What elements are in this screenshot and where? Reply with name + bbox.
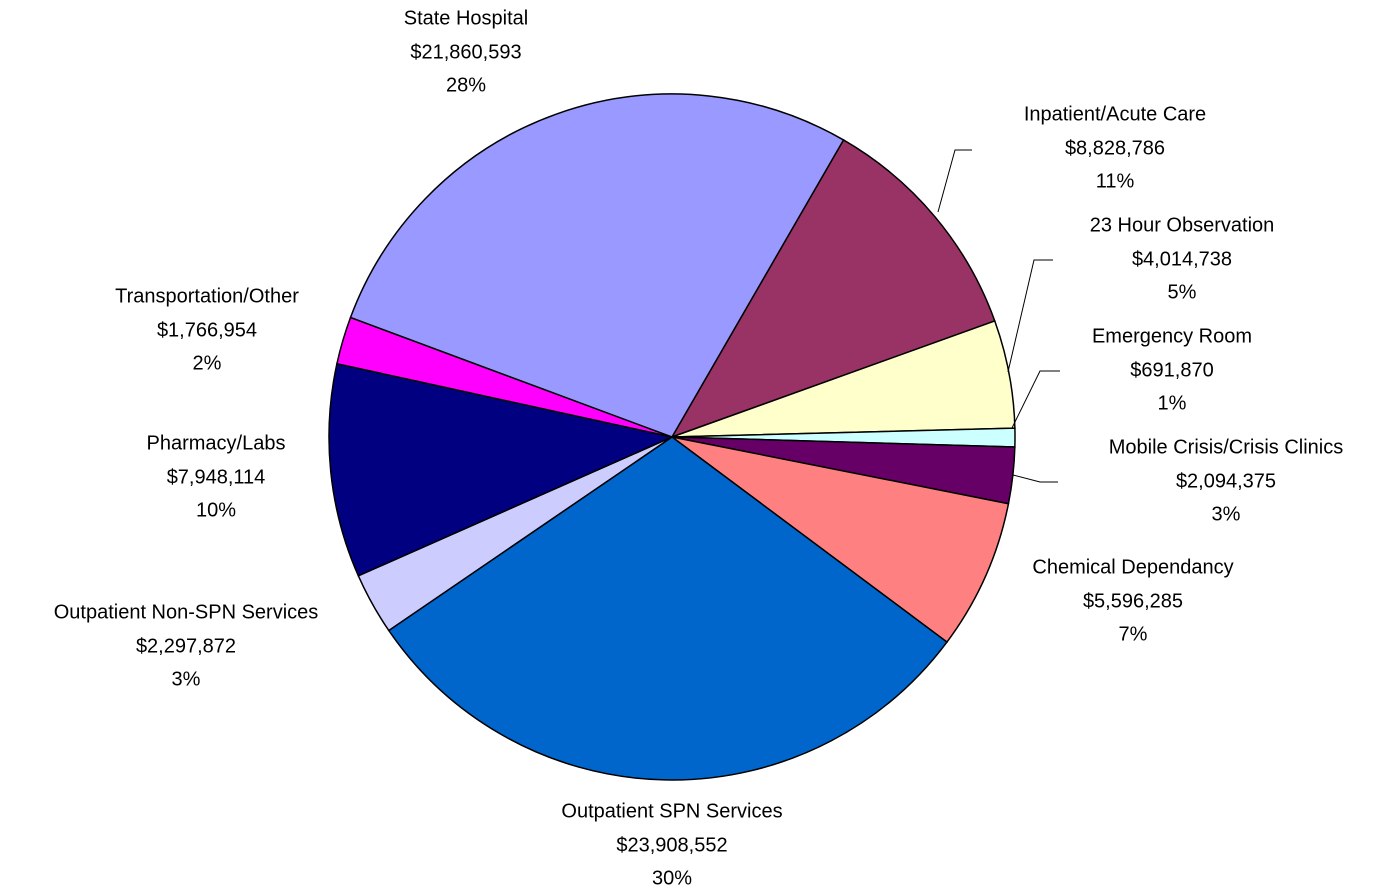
pie-slice [328, 362, 675, 577]
slice-label: State Hospital [404, 7, 529, 29]
slice-label: Emergency Room [1092, 325, 1252, 347]
leader-line [1011, 370, 1060, 429]
slice-label: Outpatient SPN Services [561, 800, 782, 822]
pie-slice [387, 436, 949, 781]
slice-label: Transportation/Other [115, 285, 299, 307]
percent-label: 3% [1212, 503, 1241, 525]
percent-label: 1% [1158, 392, 1187, 414]
pie-slice [671, 436, 1010, 644]
slice-label: Mobile Crisis/Crisis Clinics [1109, 436, 1343, 458]
value-label: $2,297,872 [136, 635, 236, 657]
value-label: $7,948,114 [167, 466, 266, 488]
leader-line [1007, 259, 1053, 373]
value-label: $23,908,552 [616, 834, 727, 856]
pie-slice [349, 93, 845, 438]
percent-label: 3% [172, 668, 201, 690]
percent-label: 2% [193, 352, 222, 374]
value-label: $1,766,954 [157, 319, 257, 341]
leader-line [1012, 474, 1058, 483]
percent-label: 30% [652, 867, 692, 889]
value-label: $691,870 [1130, 359, 1213, 381]
percent-label: 5% [1168, 281, 1197, 303]
percent-label: 28% [446, 74, 486, 96]
slice-label: Pharmacy/Labs [147, 432, 286, 454]
value-label: $2,094,375 [1176, 470, 1276, 492]
pie-slice [670, 138, 996, 439]
percent-label: 10% [196, 499, 236, 521]
value-label: $4,014,738 [1132, 248, 1232, 270]
slice-label: Chemical Dependancy [1032, 556, 1233, 578]
slice-label: 23 Hour Observation [1090, 214, 1275, 236]
leader-line [937, 149, 972, 213]
value-label: $21,860,593 [410, 41, 521, 63]
percent-label: 7% [1119, 623, 1148, 645]
slice-label: Inpatient/Acute Care [1024, 103, 1206, 125]
slice-label: Outpatient Non-SPN Services [54, 601, 319, 623]
value-label: $5,596,285 [1083, 590, 1183, 612]
value-label: $8,828,786 [1065, 137, 1165, 159]
percent-label: 11% [1096, 170, 1135, 192]
